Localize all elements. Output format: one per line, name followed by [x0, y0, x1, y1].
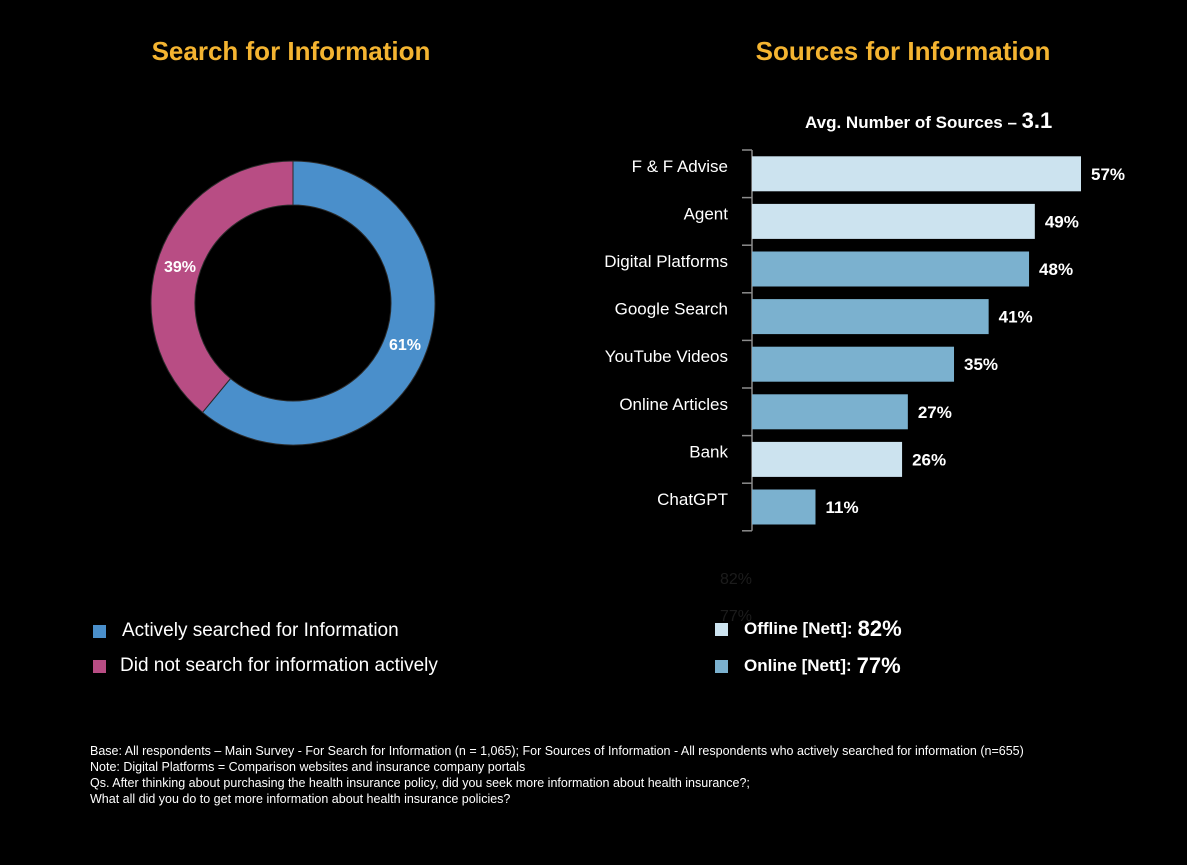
category-label: F & F Advise	[632, 157, 728, 176]
bar	[752, 346, 955, 382]
donut-data-label: 61%	[389, 337, 421, 354]
bar-chart-title: Sources for Information	[755, 36, 1051, 66]
legend-swatch-offline	[715, 622, 728, 636]
category-label: Bank	[689, 442, 728, 461]
bar-data-label: 27%	[918, 403, 952, 422]
bar-data-label: 48%	[1039, 260, 1073, 279]
category-label: Google Search	[615, 300, 728, 319]
donut-slice	[201, 160, 436, 446]
avg-sources-value: 3.1	[1021, 108, 1053, 133]
category-label: Agent	[684, 204, 729, 223]
donut-chart-title: Search for Information	[151, 36, 431, 66]
legend-item-actively-searched: Actively searched for Information	[93, 620, 399, 642]
bar-data-label: 57%	[1091, 165, 1125, 184]
legend-value: 77%	[856, 653, 901, 678]
bar-data-label: 41%	[999, 308, 1033, 327]
footnote-question-2: What all did you do to get more informat…	[90, 792, 511, 806]
bar	[752, 394, 908, 430]
bar	[752, 299, 989, 335]
legend-item-not-searched: Did not search for information actively	[93, 655, 438, 677]
category-label: Online Articles	[619, 395, 728, 414]
donut-slice	[150, 160, 294, 414]
legend-swatch-blue	[93, 624, 106, 638]
bar	[752, 156, 1081, 192]
avg-sources-label: Avg. Number of Sources –	[805, 113, 1017, 132]
footnote-note: Note: Digital Platforms = Comparison web…	[90, 760, 526, 774]
bar	[752, 489, 816, 525]
legend-label: Did not search for information actively	[120, 655, 438, 676]
category-label: Digital Platforms	[604, 252, 728, 271]
legend-swatch-online	[715, 659, 728, 673]
legend-swatch-pink	[93, 659, 106, 673]
legend-value: 82%	[857, 616, 902, 641]
donut-chart: 61% 39%	[150, 160, 436, 446]
footnote-base: Base: All respondents – Main Survey - Fo…	[90, 744, 1024, 758]
legend-label: Actively searched for Information	[122, 620, 399, 641]
category-label: YouTube Videos	[605, 347, 728, 366]
ghost-label-online: 77%	[720, 608, 753, 625]
bar	[752, 203, 1035, 239]
bar-data-label: 26%	[912, 450, 946, 469]
ghost-label-offline: 82%	[720, 571, 753, 588]
legend-item-offline: Offline [Nett]: 82%	[715, 616, 902, 642]
bar	[752, 441, 903, 477]
bar-chart: F & F Advise 57% Agent 49% Digital Platforms…	[604, 149, 1125, 532]
bar-data-label: 49%	[1045, 212, 1079, 231]
avg-sources: Avg. Number of Sources – 3.1	[805, 108, 1052, 134]
footnote-question-1: Qs. After thinking about purchasing the …	[90, 776, 750, 790]
legend-item-online: Online [Nett]: 77%	[715, 653, 901, 679]
footnotes: Base: All respondents – Main Survey - Fo…	[90, 743, 1024, 807]
bar-data-label: 11%	[825, 498, 858, 517]
legend-label: Online [Nett]:	[744, 656, 852, 675]
bar-data-label: 35%	[964, 355, 998, 374]
legend-label: Offline [Nett]:	[744, 619, 853, 638]
bar	[752, 251, 1030, 287]
donut-data-label: 39%	[164, 259, 196, 276]
category-label: ChatGPT	[657, 490, 728, 509]
